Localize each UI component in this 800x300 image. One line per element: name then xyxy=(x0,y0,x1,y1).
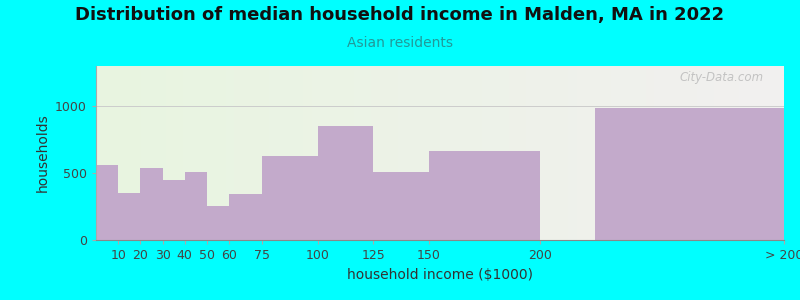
Bar xyxy=(185,172,207,240)
X-axis label: household income ($1000): household income ($1000) xyxy=(347,268,533,282)
Y-axis label: households: households xyxy=(35,114,50,192)
Bar xyxy=(96,165,118,240)
Bar xyxy=(162,180,185,240)
Bar xyxy=(262,156,318,240)
Text: Asian residents: Asian residents xyxy=(347,36,453,50)
Bar xyxy=(140,168,162,240)
Bar xyxy=(318,126,374,240)
Text: Distribution of median household income in Malden, MA in 2022: Distribution of median household income … xyxy=(75,6,725,24)
Bar xyxy=(374,172,429,240)
Bar xyxy=(207,206,229,240)
Bar xyxy=(118,193,140,240)
Bar xyxy=(595,108,784,240)
Bar xyxy=(429,151,540,240)
Text: City-Data.com: City-Data.com xyxy=(679,71,763,84)
Bar xyxy=(229,194,262,240)
